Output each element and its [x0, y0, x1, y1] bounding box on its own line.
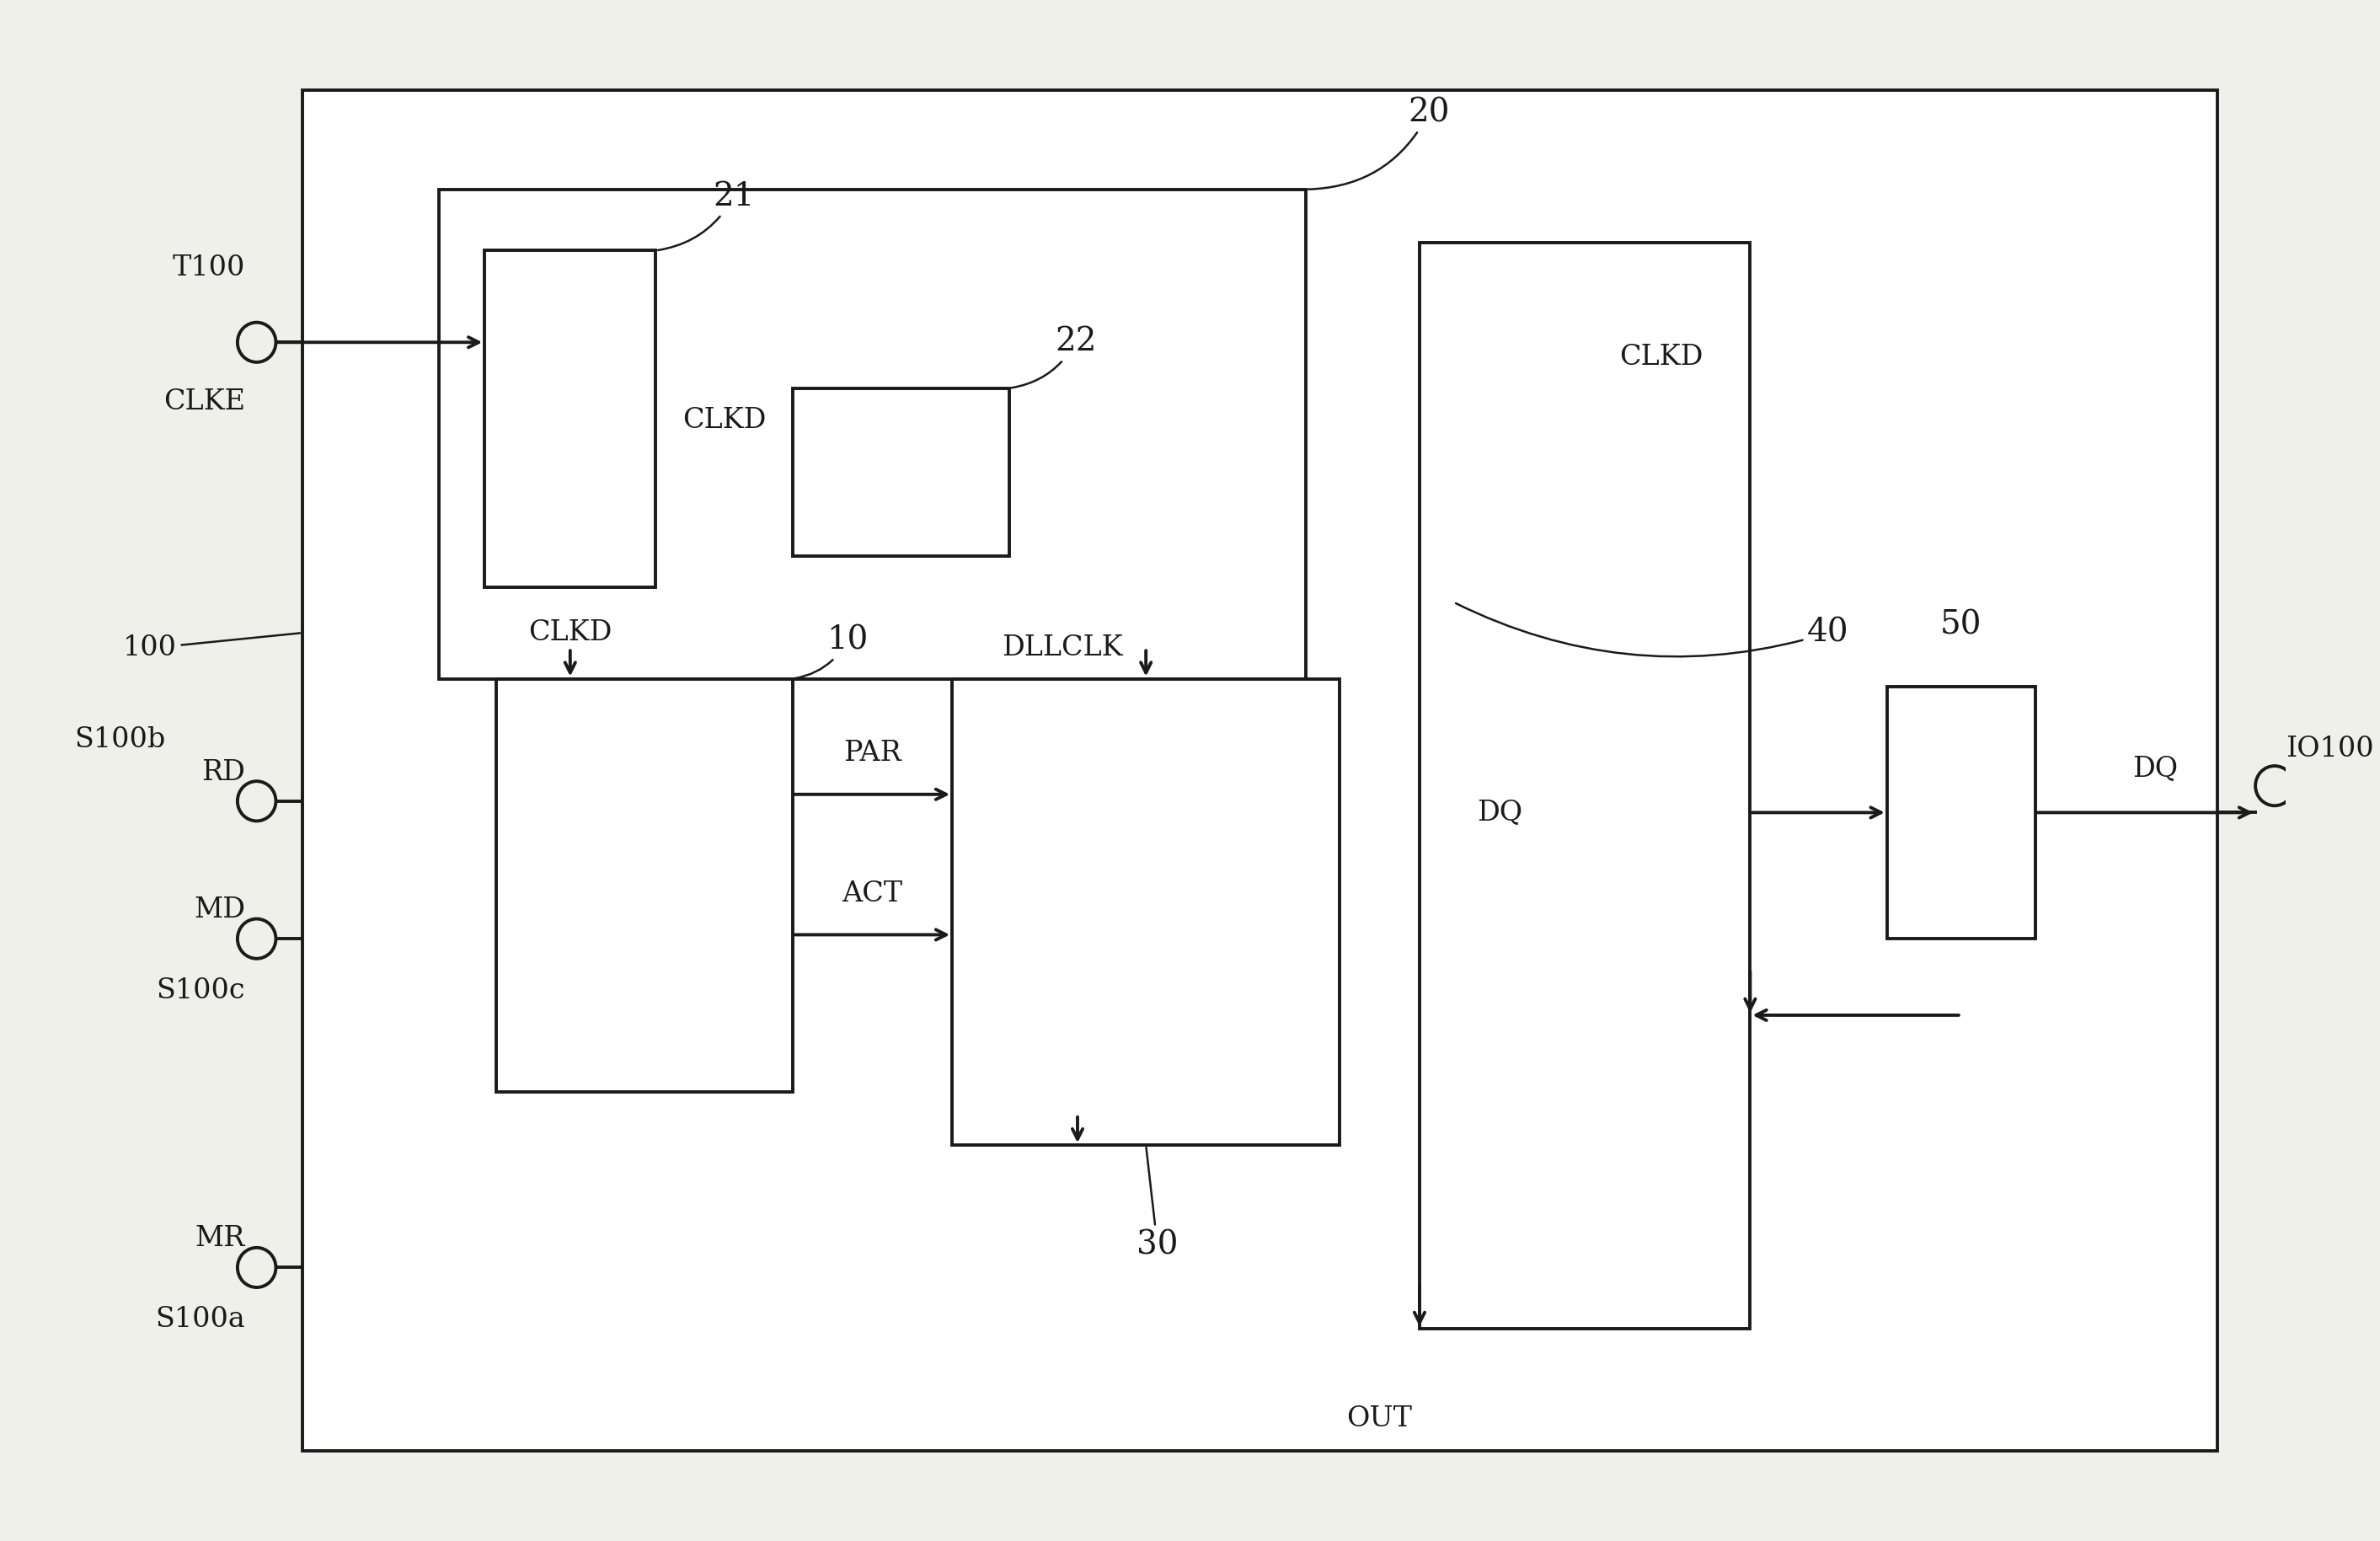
Text: CLKD: CLKD [683, 407, 766, 435]
Text: 22: 22 [1012, 327, 1097, 388]
Text: DQ: DQ [2132, 755, 2178, 781]
Text: 40: 40 [1457, 604, 1849, 656]
Text: S100b: S100b [74, 726, 167, 754]
Bar [952, 678, 1340, 1145]
Text: T100: T100 [171, 254, 245, 280]
Text: IO100: IO100 [2287, 737, 2375, 763]
Ellipse shape [238, 918, 276, 959]
Bar [486, 251, 657, 587]
Text: 20: 20 [1309, 97, 1449, 190]
Ellipse shape [2256, 766, 2294, 806]
Text: S100a: S100a [155, 1305, 245, 1333]
Text: MR: MR [195, 1225, 245, 1253]
Bar [302, 89, 2218, 1452]
Ellipse shape [238, 781, 276, 821]
Text: ACT: ACT [843, 880, 902, 908]
Text: DQ: DQ [1476, 800, 1523, 826]
Text: 21: 21 [657, 182, 754, 250]
Text: 30: 30 [1138, 1148, 1178, 1261]
Text: 10: 10 [795, 624, 869, 678]
Bar [793, 388, 1009, 556]
Text: DLLCLK: DLLCLK [1002, 635, 1123, 661]
Text: PAR: PAR [843, 740, 902, 767]
Bar [1418, 243, 1749, 1328]
Bar [495, 678, 793, 1091]
Text: MD: MD [193, 897, 245, 923]
Text: OUT: OUT [1347, 1405, 1411, 1432]
Text: RD: RD [202, 758, 245, 786]
Ellipse shape [238, 1248, 276, 1287]
Text: CLKD: CLKD [528, 619, 612, 646]
Bar [438, 190, 1307, 678]
Text: 50: 50 [1940, 610, 1983, 641]
Text: CLKE: CLKE [164, 388, 245, 415]
Bar [1887, 686, 2035, 938]
Text: S100c: S100c [157, 977, 245, 1003]
Text: CLKD: CLKD [1618, 344, 1702, 371]
Text: 100: 100 [124, 633, 300, 661]
Ellipse shape [238, 322, 276, 362]
